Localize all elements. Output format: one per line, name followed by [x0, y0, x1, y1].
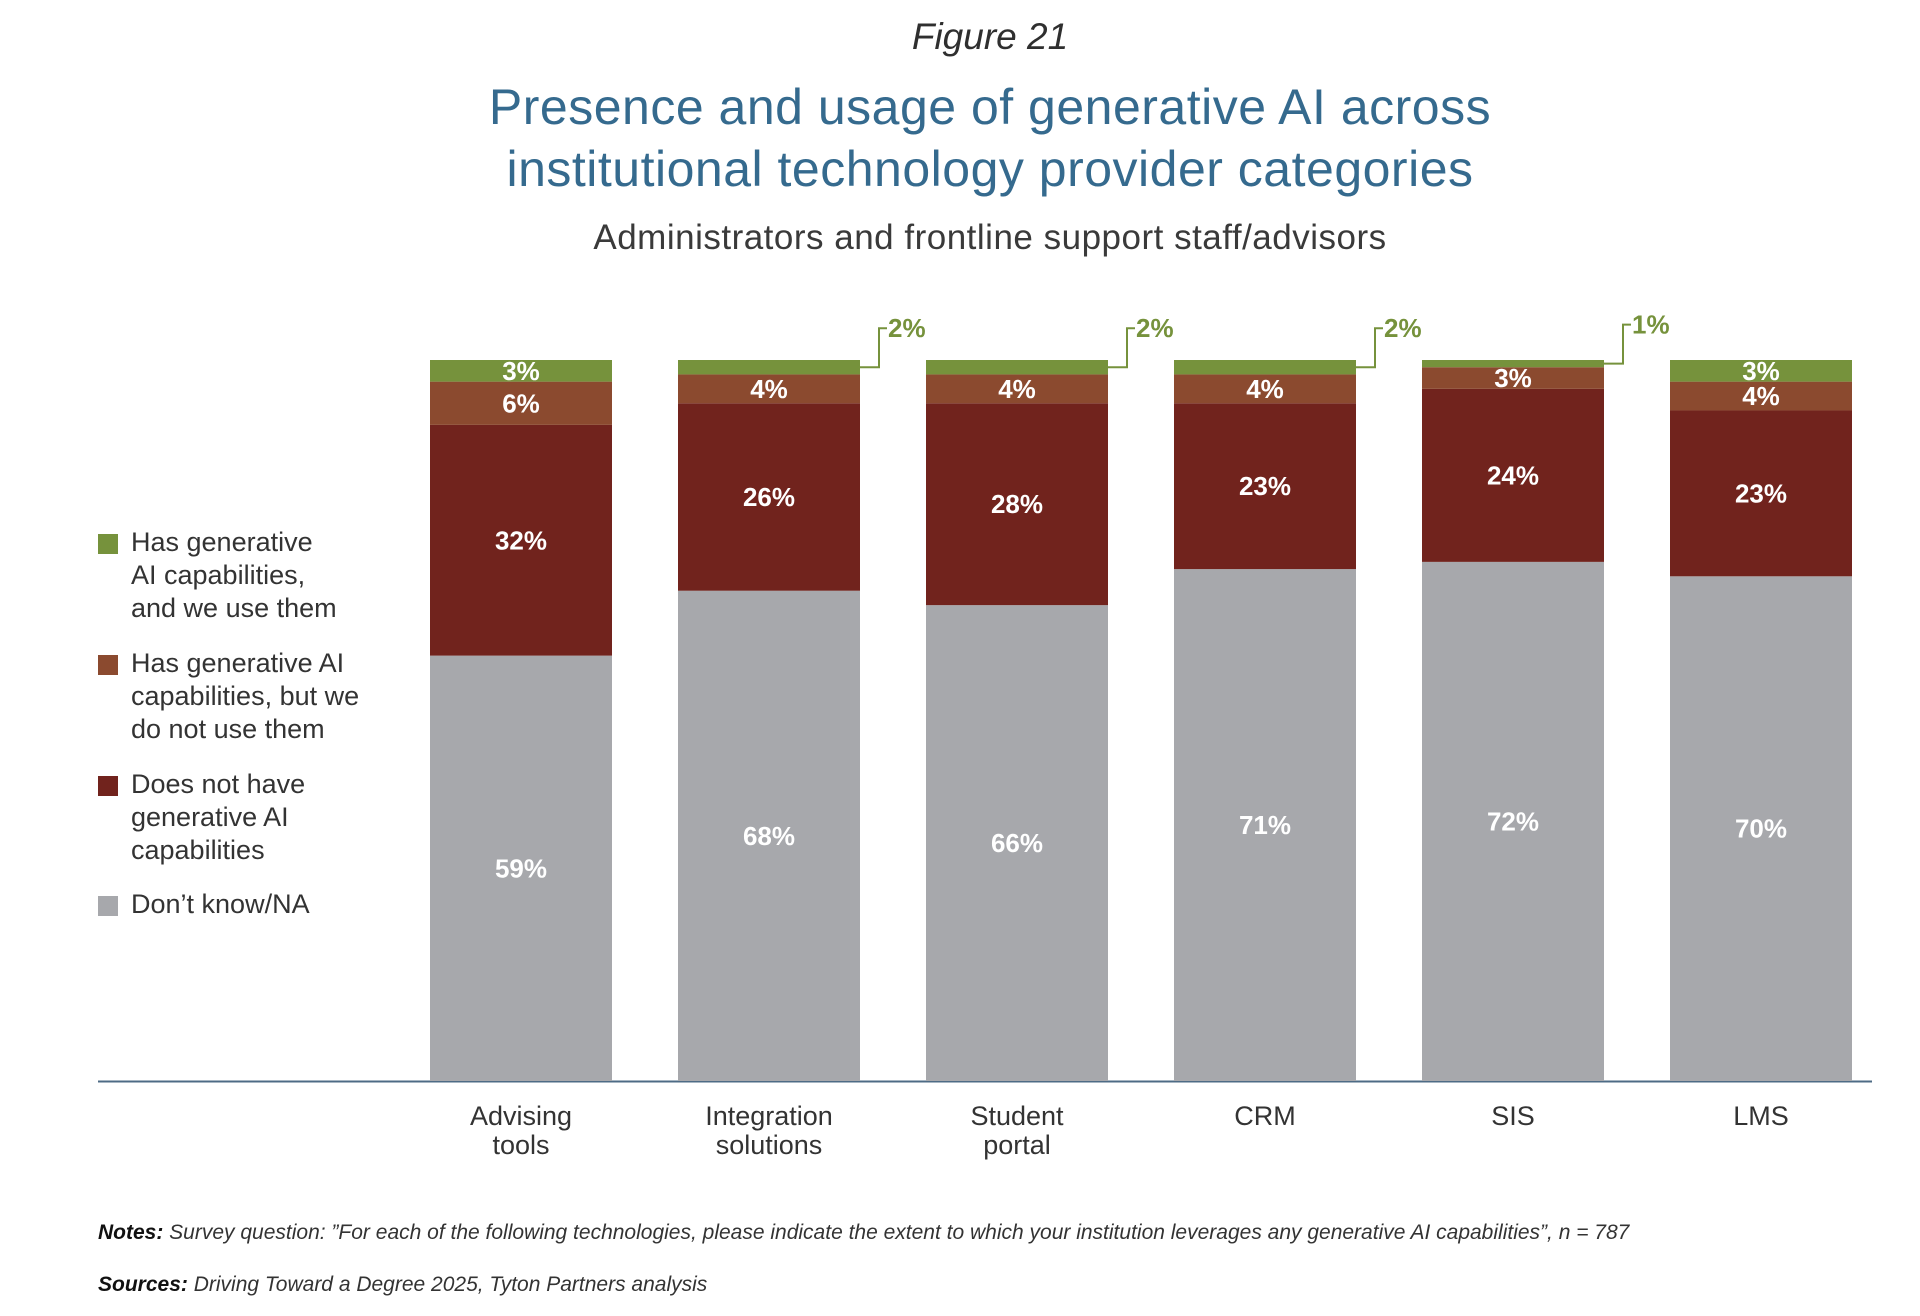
data-label-no-capabilities: 32% — [495, 525, 547, 555]
data-label-use: 3% — [1742, 356, 1780, 386]
callout-label-use: 2% — [1136, 313, 1174, 343]
data-label-not-use: 3% — [1494, 363, 1532, 393]
bar-segment-use — [1422, 360, 1604, 368]
data-label-no-capabilities: 23% — [1735, 478, 1787, 508]
bar-segment-dont-know — [430, 655, 612, 1081]
callout-leader — [1108, 327, 1135, 369]
legend-label-no-capabilities: Does not have generative AI capabilities — [131, 769, 306, 865]
bar-segment-dont-know — [926, 605, 1108, 1081]
bar-segment-no-capabilities — [1174, 403, 1356, 570]
sources-text: Driving Toward a Degree 2025, Tyton Part… — [187, 1273, 708, 1296]
bar-segment-use — [678, 360, 860, 375]
legend-swatch-dont-know — [98, 896, 118, 916]
callout-leader — [1604, 323, 1631, 365]
figure-label: Figure 21 — [911, 16, 1069, 57]
data-label-dont-know: 71% — [1239, 810, 1291, 840]
category-label: SIS — [1491, 1101, 1535, 1131]
sources-label: Sources: — [98, 1273, 188, 1296]
bar-segment-not-use — [1422, 367, 1604, 389]
legend-label-use: Has generative AI capabilities, and we u… — [131, 527, 337, 623]
callout-leader — [1356, 327, 1383, 369]
bar-segment-use — [926, 360, 1108, 375]
legend-label-dont-know: Don’t know/NA — [131, 889, 310, 919]
notes-text: Survey question: ”For each of the follow… — [163, 1221, 1630, 1244]
data-label-not-use: 4% — [998, 374, 1036, 404]
bar-segment-use — [430, 360, 612, 382]
data-label-no-capabilities: 28% — [991, 489, 1043, 519]
legend-item-use: Has generative AI capabilities, and we u… — [98, 526, 337, 625]
bar-segment-use — [1174, 360, 1356, 375]
bar-segment-dont-know — [1174, 569, 1356, 1081]
legend-label-not-use: Has generative AI capabilities, but we d… — [131, 648, 360, 744]
bar-segment-not-use — [1670, 381, 1852, 411]
legend-swatch-not-use — [98, 655, 118, 675]
data-label-no-capabilities: 23% — [1239, 471, 1291, 501]
category-label: LMS — [1733, 1101, 1789, 1131]
data-label-dont-know: 70% — [1735, 814, 1787, 844]
bar-segment-not-use — [926, 374, 1108, 404]
bar-segment-dont-know — [1422, 561, 1604, 1081]
legend-swatch-no-capabilities — [98, 776, 118, 796]
legend-swatch-use — [98, 534, 118, 554]
category-label: Student portal — [970, 1101, 1064, 1160]
data-label-not-use: 4% — [750, 374, 788, 404]
data-label-dont-know: 72% — [1487, 806, 1539, 836]
bar-segment-no-capabilities — [430, 424, 612, 656]
data-label-not-use: 4% — [1246, 374, 1284, 404]
legend-item-no-capabilities: Does not have generative AI capabilities — [98, 768, 305, 867]
bar-segment-not-use — [430, 381, 612, 425]
category-label: Integration solutions — [705, 1101, 833, 1160]
bar-segment-use — [1670, 360, 1852, 382]
callout-label-use: 1% — [1632, 310, 1670, 340]
category-label: Advising tools — [470, 1101, 572, 1160]
data-label-no-capabilities: 26% — [743, 482, 795, 512]
bar-segment-no-capabilities — [1670, 410, 1852, 577]
bar-segment-no-capabilities — [1422, 388, 1604, 562]
data-label-not-use: 6% — [502, 388, 540, 418]
bar-segment-no-capabilities — [678, 403, 860, 591]
chart-subtitle: Administrators and frontline support sta… — [593, 218, 1387, 257]
data-label-not-use: 4% — [1742, 381, 1780, 411]
chart-title-line-2: institutional technology provider catego… — [506, 141, 1474, 197]
category-label: CRM — [1234, 1101, 1296, 1131]
bar-segment-not-use — [1174, 374, 1356, 404]
sources: Sources: Driving Toward a Degree 2025, T… — [98, 1273, 707, 1297]
data-label-dont-know: 68% — [743, 821, 795, 851]
chart-title: Presence and usage of generative AI acro… — [0, 76, 1920, 200]
data-label-dont-know: 66% — [991, 828, 1043, 858]
callout-label-use: 2% — [888, 313, 926, 343]
bar-segment-not-use — [678, 374, 860, 404]
notes: Notes: Survey question: ”For each of the… — [98, 1221, 1629, 1245]
data-label-dont-know: 59% — [495, 853, 547, 883]
bar-segment-dont-know — [1670, 576, 1852, 1081]
legend-item-dont-know: Don’t know/NA — [98, 888, 310, 921]
notes-label: Notes: — [98, 1221, 164, 1244]
chart-title-line-1: Presence and usage of generative AI acro… — [488, 79, 1492, 135]
data-label-use: 3% — [502, 356, 540, 386]
data-label-no-capabilities: 24% — [1487, 460, 1539, 490]
bar-segment-dont-know — [678, 590, 860, 1081]
legend-item-not-use: Has generative AI capabilities, but we d… — [98, 647, 359, 746]
bar-segment-no-capabilities — [926, 403, 1108, 606]
callout-label-use: 2% — [1384, 313, 1422, 343]
callout-leader — [860, 327, 887, 369]
